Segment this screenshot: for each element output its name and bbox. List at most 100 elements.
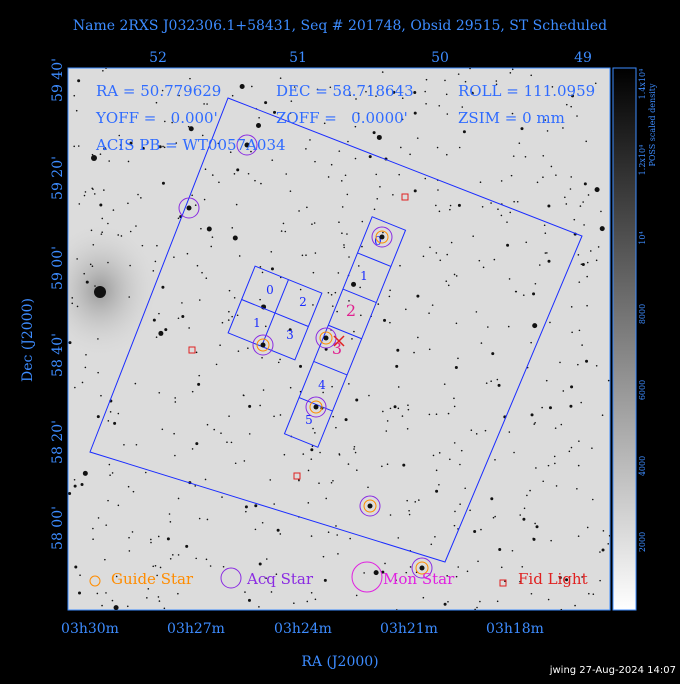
star xyxy=(367,503,373,509)
star xyxy=(349,94,351,97)
star xyxy=(479,600,481,603)
star xyxy=(453,405,456,408)
star xyxy=(161,285,165,289)
star xyxy=(248,433,251,435)
star xyxy=(457,357,459,360)
star xyxy=(446,253,449,256)
star xyxy=(480,528,482,531)
star xyxy=(293,602,295,605)
s-array xyxy=(283,216,407,448)
star xyxy=(408,513,411,516)
star xyxy=(497,383,501,387)
star xyxy=(481,205,484,208)
star xyxy=(491,352,495,356)
star xyxy=(245,510,247,513)
star xyxy=(101,231,103,234)
star xyxy=(213,428,216,431)
star xyxy=(581,263,585,267)
star xyxy=(406,427,409,430)
star xyxy=(435,413,438,416)
star xyxy=(174,401,177,403)
star xyxy=(405,571,408,574)
star xyxy=(449,458,451,461)
star xyxy=(530,74,533,77)
star xyxy=(530,413,534,417)
star xyxy=(576,488,578,490)
star xyxy=(459,503,461,505)
star xyxy=(497,208,499,211)
star xyxy=(577,464,580,467)
star xyxy=(135,225,137,227)
star xyxy=(221,496,223,498)
star xyxy=(206,103,208,105)
star xyxy=(313,222,316,224)
star xyxy=(244,505,248,509)
star xyxy=(355,398,359,402)
star xyxy=(551,86,554,88)
star xyxy=(265,577,267,580)
star xyxy=(188,126,194,132)
star xyxy=(413,189,417,193)
star xyxy=(105,592,107,594)
star xyxy=(205,277,208,279)
star xyxy=(570,105,572,108)
star xyxy=(161,181,165,185)
star xyxy=(80,482,84,486)
star xyxy=(565,578,569,582)
star xyxy=(186,205,192,211)
star xyxy=(496,378,499,381)
star xyxy=(401,415,404,417)
chip-label: 5 xyxy=(305,413,313,427)
star xyxy=(437,189,439,191)
star xyxy=(356,469,358,472)
star xyxy=(472,235,474,237)
star xyxy=(332,415,334,418)
star xyxy=(250,150,252,153)
star xyxy=(336,534,339,536)
star xyxy=(395,609,398,610)
bottom-tick-label: 03h27m xyxy=(167,621,225,637)
star xyxy=(373,570,379,576)
star xyxy=(429,246,431,249)
star xyxy=(506,221,508,223)
star xyxy=(109,474,111,476)
star xyxy=(299,364,303,368)
star xyxy=(187,125,190,128)
star xyxy=(519,514,522,516)
top-tick-label: 52 xyxy=(149,50,167,66)
star xyxy=(228,289,231,292)
star xyxy=(588,592,590,595)
star xyxy=(96,415,100,419)
star xyxy=(425,78,428,81)
star xyxy=(355,98,357,100)
star xyxy=(177,592,179,595)
star xyxy=(306,206,308,209)
star xyxy=(578,440,580,442)
star xyxy=(314,160,316,163)
star xyxy=(353,445,356,448)
left-tick-label: 58 00' xyxy=(50,506,66,550)
star xyxy=(105,524,108,526)
star xyxy=(359,286,361,289)
star xyxy=(83,272,86,275)
star xyxy=(577,535,580,537)
legend-label: Guide Star xyxy=(111,570,194,588)
star xyxy=(477,560,479,563)
star xyxy=(490,380,492,383)
star xyxy=(349,537,351,540)
star xyxy=(599,579,601,582)
star xyxy=(570,385,574,389)
star xyxy=(511,549,514,552)
star xyxy=(338,221,340,224)
y-axis-title: Dec (J2000) xyxy=(20,298,36,382)
colorbar-label: 6000 xyxy=(638,380,647,400)
acq-star xyxy=(178,197,200,219)
star xyxy=(355,594,358,597)
star xyxy=(542,154,545,157)
star xyxy=(282,222,285,225)
star xyxy=(594,82,597,85)
star xyxy=(368,394,370,397)
star xyxy=(601,414,604,416)
star xyxy=(344,418,348,422)
